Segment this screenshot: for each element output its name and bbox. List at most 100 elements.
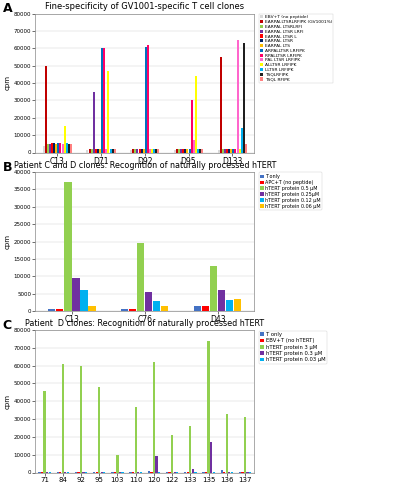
Bar (130, 150, 132, 152)
Text: EARPALLTSRLRFIPK: EARPALLTSRLRFIPK (38, 172, 77, 176)
Bar (222, 149, 224, 152)
Bar (195, 76, 197, 152)
Bar (68, 144, 70, 152)
Bar (207, 340, 210, 472)
Bar (97, 149, 99, 152)
Bar (182, 149, 184, 152)
Bar (101, 48, 103, 152)
Bar (116, 454, 119, 472)
Bar (243, 43, 245, 152)
Bar (147, 45, 149, 152)
Bar (89, 149, 91, 152)
Bar (145, 46, 147, 152)
Bar (153, 362, 155, 472)
Legend: T only, APC+T (no peptide), hTERT protein 0.5 μM, hTERT protein 0.25μM, hTERT pr: T only, APC+T (no peptide), hTERT protei… (258, 172, 322, 210)
Text: A: A (3, 2, 12, 16)
Legend: T only, EBV+T (no hTERT), hTERT protein 3 μM, hTERT protein 0.3 μM, hTERT protei: T only, EBV+T (no hTERT), hTERT protein … (258, 330, 327, 364)
Bar (151, 149, 153, 152)
Bar (61, 364, 64, 472)
Text: EARPALLTSRLRFIPK: EARPALLTSRLRFIPK (213, 172, 252, 176)
Bar (153, 149, 155, 152)
Bar (56, 310, 63, 311)
Bar (91, 149, 93, 152)
Bar (61, 144, 63, 152)
Bar (49, 144, 51, 152)
Bar (191, 100, 193, 152)
Bar (80, 366, 82, 472)
Bar (220, 57, 222, 152)
Bar (234, 149, 236, 152)
Title: Patient  D clones: Recognition of naturally processed hTERT: Patient D clones: Recognition of natural… (25, 319, 264, 328)
Bar (137, 243, 144, 311)
Bar (64, 126, 66, 152)
Bar (221, 470, 223, 472)
Bar (112, 149, 113, 152)
Bar (226, 300, 233, 311)
Bar (234, 299, 242, 311)
Bar (226, 149, 228, 152)
Bar (53, 143, 55, 152)
Bar (80, 290, 87, 311)
Title: Fine-specificity of GV1001-specific T cell clones: Fine-specificity of GV1001-specific T ce… (45, 2, 244, 12)
Bar (136, 149, 138, 152)
Bar (199, 149, 201, 152)
Text: EARPALLTSRLRFIPK: EARPALLTSRLRFIPK (125, 172, 164, 176)
Bar (171, 435, 173, 472)
Bar (134, 406, 137, 472)
Bar (218, 290, 225, 311)
Bar (108, 71, 110, 152)
Bar (189, 149, 191, 152)
Bar (43, 146, 45, 152)
Bar (86, 150, 88, 152)
Text: C: C (3, 318, 12, 332)
Bar (176, 149, 178, 152)
Bar (139, 149, 141, 152)
Y-axis label: cpm: cpm (5, 394, 11, 409)
Bar (244, 418, 246, 472)
Bar (43, 390, 46, 472)
Bar (103, 48, 105, 152)
Bar (143, 149, 145, 152)
Bar (174, 150, 176, 152)
Bar (228, 149, 230, 152)
Bar (192, 469, 194, 472)
Bar (47, 144, 49, 152)
Bar (121, 310, 128, 311)
Bar (245, 144, 247, 152)
Bar (239, 149, 241, 152)
Bar (155, 149, 157, 152)
Y-axis label: cpm: cpm (5, 76, 11, 90)
Bar (149, 149, 151, 152)
Bar (99, 149, 101, 152)
Bar (158, 149, 160, 152)
Bar (129, 310, 136, 311)
Bar (226, 414, 228, 472)
Text: EARPALLTSRLRF PK: EARPALLTSRLRF PK (169, 172, 208, 176)
Bar (201, 149, 203, 152)
Bar (230, 149, 232, 152)
Bar (236, 40, 238, 152)
Bar (224, 149, 226, 152)
Bar (95, 149, 97, 152)
Title: Patient C and D clones: Recognition of naturally processed hTERT: Patient C and D clones: Recognition of n… (14, 161, 276, 170)
Bar (141, 149, 143, 152)
Bar (217, 150, 219, 152)
Bar (114, 149, 116, 152)
Bar (55, 144, 57, 152)
Bar (93, 92, 95, 152)
Bar (88, 306, 96, 311)
Bar (148, 470, 150, 472)
Bar (161, 306, 169, 311)
Legend: EBV+T (no peptide), EARPALLTSRLRFIPK (GV1001%), EARPAL LTSRLRFI, EARPAL LTSR LRF: EBV+T (no peptide), EARPALLTSRLRFIPK (GV… (258, 14, 333, 83)
Bar (232, 149, 234, 152)
Y-axis label: cpm: cpm (5, 234, 11, 249)
Bar (180, 149, 182, 152)
Bar (58, 143, 59, 152)
Bar (132, 149, 134, 152)
Bar (202, 306, 209, 311)
Bar (70, 144, 72, 152)
Text: EARPALLTSRLRFIPK: EARPALLTSRLRFIPK (82, 172, 121, 176)
Bar (210, 266, 217, 311)
Bar (48, 310, 56, 311)
Bar (197, 149, 199, 152)
